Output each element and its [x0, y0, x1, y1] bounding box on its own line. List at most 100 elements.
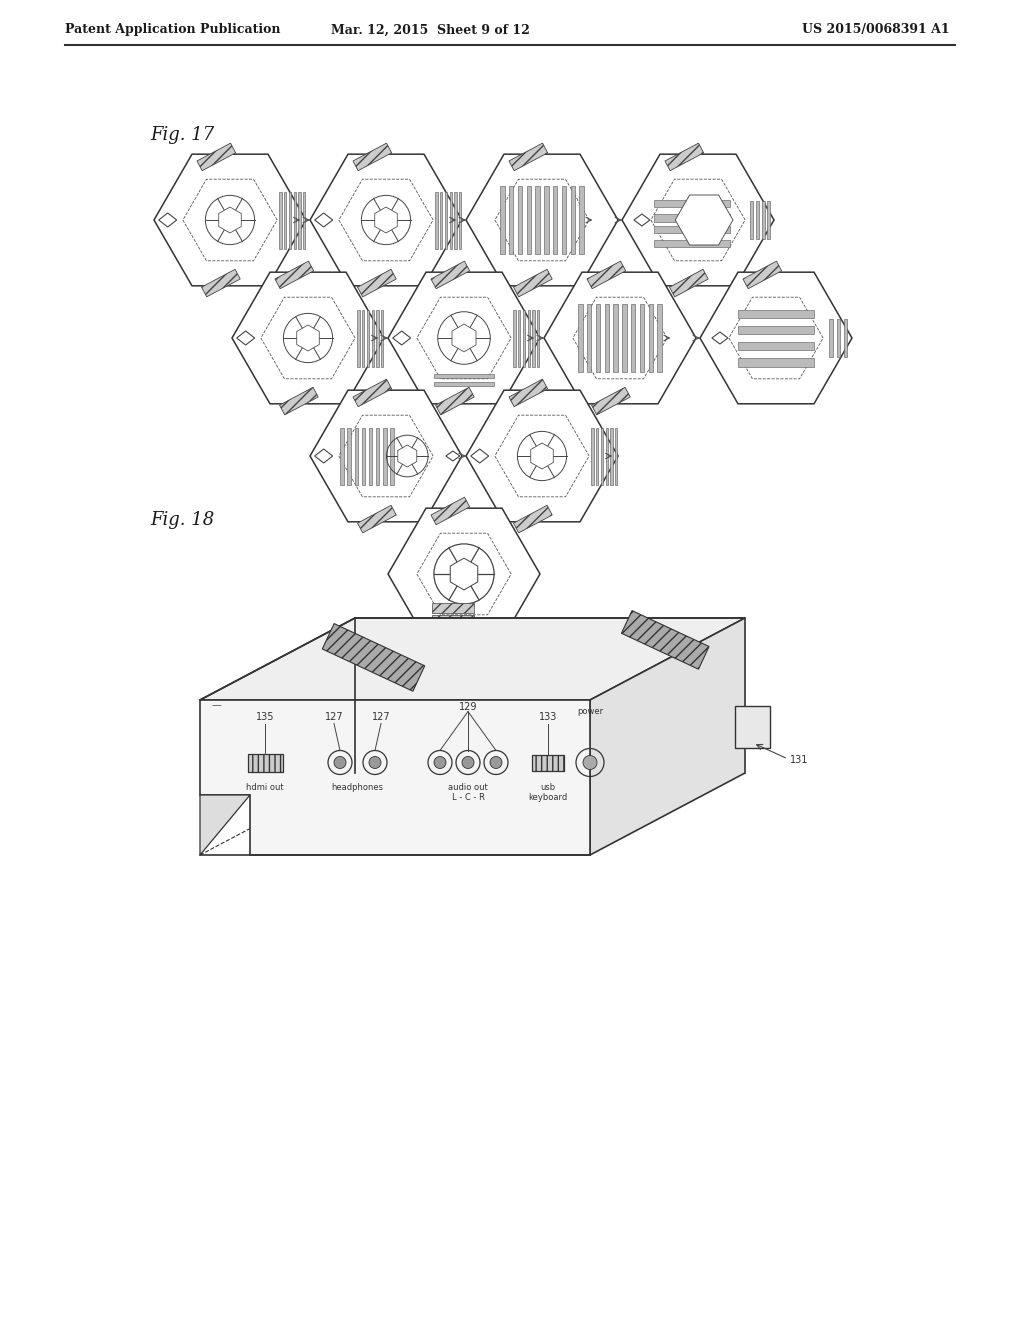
FancyBboxPatch shape	[654, 240, 730, 247]
Polygon shape	[392, 331, 411, 345]
FancyBboxPatch shape	[762, 201, 765, 239]
FancyBboxPatch shape	[601, 428, 603, 484]
FancyBboxPatch shape	[596, 304, 600, 372]
Circle shape	[583, 755, 597, 770]
Polygon shape	[544, 272, 696, 404]
Text: Patent Application Publication: Patent Application Publication	[65, 24, 281, 37]
Polygon shape	[154, 154, 306, 286]
Text: Mar. 12, 2015  Sheet 9 of 12: Mar. 12, 2015 Sheet 9 of 12	[331, 24, 529, 37]
FancyBboxPatch shape	[202, 269, 241, 297]
FancyBboxPatch shape	[553, 186, 557, 255]
FancyBboxPatch shape	[623, 304, 627, 372]
FancyBboxPatch shape	[275, 261, 313, 289]
Circle shape	[334, 756, 346, 768]
Circle shape	[369, 756, 381, 768]
Polygon shape	[590, 618, 745, 855]
Polygon shape	[261, 297, 355, 379]
FancyBboxPatch shape	[357, 309, 359, 367]
FancyBboxPatch shape	[390, 428, 393, 484]
Circle shape	[462, 756, 474, 768]
FancyBboxPatch shape	[544, 186, 549, 255]
Polygon shape	[200, 700, 590, 855]
Text: US 2015/0068391 A1: US 2015/0068391 A1	[803, 24, 950, 37]
FancyBboxPatch shape	[631, 304, 636, 372]
FancyBboxPatch shape	[347, 428, 351, 484]
FancyBboxPatch shape	[592, 387, 630, 414]
FancyBboxPatch shape	[610, 428, 612, 484]
FancyBboxPatch shape	[654, 201, 730, 207]
FancyBboxPatch shape	[670, 269, 709, 297]
FancyBboxPatch shape	[357, 269, 396, 297]
FancyBboxPatch shape	[518, 309, 520, 367]
FancyBboxPatch shape	[513, 269, 552, 297]
FancyBboxPatch shape	[591, 428, 594, 484]
Polygon shape	[495, 180, 589, 261]
Polygon shape	[466, 154, 618, 286]
Polygon shape	[375, 207, 397, 234]
FancyBboxPatch shape	[523, 309, 525, 367]
FancyBboxPatch shape	[289, 191, 291, 248]
FancyBboxPatch shape	[376, 309, 379, 367]
FancyBboxPatch shape	[527, 309, 529, 367]
Polygon shape	[183, 180, 278, 261]
FancyBboxPatch shape	[280, 387, 318, 414]
FancyBboxPatch shape	[587, 261, 626, 289]
Text: Fig. 18: Fig. 18	[150, 511, 214, 529]
Text: L - C - R: L - C - R	[452, 792, 484, 801]
FancyBboxPatch shape	[513, 309, 516, 367]
FancyBboxPatch shape	[654, 226, 730, 234]
Polygon shape	[530, 444, 553, 469]
Polygon shape	[451, 558, 478, 590]
Polygon shape	[339, 416, 433, 496]
Polygon shape	[675, 195, 733, 246]
FancyBboxPatch shape	[357, 506, 396, 533]
FancyBboxPatch shape	[580, 186, 584, 255]
FancyBboxPatch shape	[532, 755, 564, 771]
Text: 127: 127	[372, 711, 390, 722]
FancyBboxPatch shape	[640, 304, 644, 372]
Text: keyboard: keyboard	[528, 792, 567, 801]
Text: power: power	[577, 706, 603, 715]
FancyBboxPatch shape	[532, 309, 535, 367]
FancyBboxPatch shape	[340, 428, 344, 484]
FancyBboxPatch shape	[738, 342, 814, 350]
FancyBboxPatch shape	[248, 754, 283, 771]
FancyBboxPatch shape	[844, 319, 847, 356]
Polygon shape	[634, 214, 650, 226]
FancyBboxPatch shape	[829, 319, 833, 356]
Polygon shape	[200, 795, 250, 855]
Circle shape	[490, 756, 502, 768]
FancyBboxPatch shape	[298, 191, 301, 248]
FancyBboxPatch shape	[381, 309, 383, 367]
Polygon shape	[310, 154, 462, 286]
Polygon shape	[700, 272, 852, 404]
Polygon shape	[417, 533, 511, 615]
FancyBboxPatch shape	[743, 261, 781, 289]
Polygon shape	[297, 325, 319, 351]
FancyBboxPatch shape	[579, 304, 583, 372]
FancyBboxPatch shape	[435, 387, 474, 414]
FancyBboxPatch shape	[648, 304, 653, 372]
Polygon shape	[314, 449, 333, 463]
FancyBboxPatch shape	[596, 428, 598, 484]
FancyBboxPatch shape	[738, 358, 814, 367]
FancyBboxPatch shape	[654, 214, 730, 222]
Polygon shape	[159, 213, 177, 227]
Polygon shape	[388, 272, 540, 404]
Polygon shape	[219, 207, 242, 234]
FancyBboxPatch shape	[431, 261, 470, 289]
FancyBboxPatch shape	[657, 304, 662, 372]
FancyBboxPatch shape	[604, 304, 609, 372]
FancyBboxPatch shape	[440, 191, 442, 248]
FancyBboxPatch shape	[665, 143, 703, 170]
Polygon shape	[622, 154, 774, 286]
Text: 135: 135	[256, 711, 274, 722]
Polygon shape	[572, 297, 667, 379]
FancyBboxPatch shape	[509, 186, 513, 255]
Polygon shape	[388, 508, 540, 640]
Text: 133: 133	[539, 711, 557, 722]
FancyBboxPatch shape	[444, 191, 447, 248]
Polygon shape	[232, 272, 384, 404]
FancyBboxPatch shape	[615, 428, 617, 484]
Text: 129: 129	[459, 701, 477, 711]
